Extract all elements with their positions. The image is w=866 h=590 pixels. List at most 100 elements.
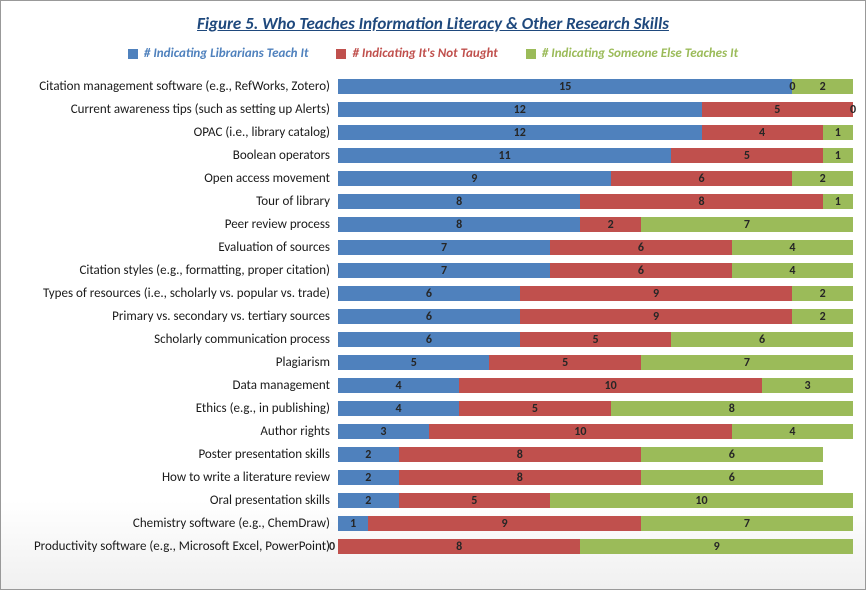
category-label: Evaluation of sources (13, 240, 338, 255)
bar-value: 8 (456, 218, 462, 232)
bar-segment-someone_else: 2 (792, 171, 853, 186)
bar-value: 12 (514, 126, 526, 140)
category-label: Citation styles (e.g., formatting, prope… (13, 263, 338, 278)
bar-segment-librarians: 7 (338, 240, 550, 255)
legend-item-someone-else: # Indicating Someone Else Teaches It (526, 46, 738, 61)
bar: 3104 (338, 424, 853, 439)
bar-value: 1 (835, 126, 841, 140)
bar-value: 6 (729, 471, 735, 485)
category-label: Plagiarism (13, 355, 338, 370)
bar: 4 103 (338, 378, 853, 393)
legend-label-not-taught: # Indicating It's Not Taught (352, 46, 497, 61)
bar-row: Plagiarism557 (13, 351, 853, 374)
bar-segment-not_taught: 9 (368, 516, 641, 531)
bar-segment-someone_else: 7 (641, 516, 853, 531)
bar-value: 2 (365, 448, 371, 462)
bar-segment-not_taught: 5 (520, 332, 671, 347)
bar-value: 8 (517, 471, 523, 485)
bar-row: OPAC (i.e., library catalog) 12 4 1 (13, 121, 853, 144)
bar-segment-not_taught: 8 (399, 470, 641, 485)
bar: 286 (338, 470, 853, 485)
bar-segment-librarians: 9 (338, 171, 611, 186)
category-label: Open access movement (13, 171, 338, 186)
bar-segment-not_taught: 10 (459, 378, 762, 393)
bar-value: 6 (638, 241, 644, 255)
bar: 1502 (338, 79, 853, 94)
category-label: OPAC (i.e., library catalog) (13, 125, 338, 140)
category-label: How to write a literature review (13, 470, 338, 485)
legend-label-librarians: # Indicating Librarians Teach It (144, 46, 309, 61)
bar: 692 (338, 286, 853, 301)
bar-segment-librarians: 4 (338, 378, 459, 393)
bar-segment-someone_else: 8 (611, 401, 853, 416)
bar-row: Chemistry software (e.g., ChemDraw)197 (13, 512, 853, 535)
bar-value: 3 (380, 425, 386, 439)
bar-value: 5 (592, 333, 598, 347)
bar-segment-someone_else: 4 (732, 263, 853, 278)
bar-segment-librarians: 5 (338, 355, 489, 370)
bar-row: Citation management software (e.g., RefW… (13, 75, 853, 98)
bar-segment-someone_else: 2 (792, 309, 853, 324)
bar: 692 (338, 309, 853, 324)
category-label: Peer review process (13, 217, 338, 232)
bar-value: 4 (759, 126, 765, 140)
bar-segment-not_taught: 9 (520, 309, 793, 324)
bar-segment-someone_else: 7 (641, 355, 853, 370)
bar-value: 4 (396, 379, 402, 393)
bar-segment-librarians: 12 (338, 102, 702, 117)
category-label: Oral presentation skills (13, 493, 338, 508)
bar-segment-someone_else: 4 (732, 240, 853, 255)
bar-segment-not_taught: 6 (550, 263, 732, 278)
bar: 557 (338, 355, 853, 370)
bar-segment-librarians: 4 (338, 401, 459, 416)
bar-value: 6 (759, 333, 765, 347)
bar-segment-not_taught: 5 (671, 148, 822, 163)
bar-value: 0 (329, 540, 335, 554)
chart-title: Figure 5. Who Teaches Information Litera… (13, 13, 853, 34)
bar-value: 8 (729, 402, 735, 416)
bar-value: 8 (456, 540, 462, 554)
bar-segment-not_taught: 5 (459, 401, 610, 416)
bar-value: 10 (695, 494, 707, 508)
bar-segment-librarians: 1 (338, 516, 368, 531)
bar-value: 0 (850, 103, 856, 117)
bar-value: 15 (559, 80, 571, 94)
category-label: Data management (13, 378, 338, 393)
bar-segment-someone_else: 6 (641, 470, 823, 485)
bar-value: 5 (774, 103, 780, 117)
bar-value: 6 (426, 287, 432, 301)
bar-row: Types of resources (i.e., scholarly vs. … (13, 282, 853, 305)
bar-value: 2 (820, 287, 826, 301)
category-label: Ethics (e.g., in publishing) (13, 401, 338, 416)
bar-segment-someone_else: 2 (792, 79, 853, 94)
bar-segment-librarians: 15 (338, 79, 792, 94)
bar-segment-someone_else: 1 (823, 194, 853, 209)
bar-value: 6 (638, 264, 644, 278)
bar-segment-not_taught: 4 (702, 125, 823, 140)
category-label: Poster presentation skills (13, 447, 338, 462)
bar-segment-librarians: 3 (338, 424, 429, 439)
category-label: Boolean operators (13, 148, 338, 163)
bar-value: 8 (517, 448, 523, 462)
bar-segment-librarians: 2 (338, 447, 399, 462)
bar-segment-someone_else: 3 (762, 378, 853, 393)
bar-segment-librarians: 6 (338, 332, 520, 347)
category-label: Tour of library (13, 194, 338, 209)
bar-value: 11 (499, 149, 511, 163)
category-label: Citation management software (e.g., RefW… (13, 79, 338, 94)
bar-value: 7 (441, 241, 447, 255)
bar-value: 9 (471, 172, 477, 186)
bar-segment-someone_else: 6 (671, 332, 853, 347)
bar-segment-someone_else: 4 (732, 424, 853, 439)
bar-segment-not_taught: 2 (580, 217, 641, 232)
bar-value: 7 (441, 264, 447, 278)
bar-segment-librarians: 2 (338, 493, 399, 508)
bar-row: Boolean operators1151 (13, 144, 853, 167)
bar-segment-librarians: 12 (338, 125, 702, 140)
bar-segment-not_taught: 5 (489, 355, 640, 370)
category-label: Types of resources (i.e., scholarly vs. … (13, 286, 338, 301)
bar: 962 (338, 171, 853, 186)
bar-value: 2 (820, 172, 826, 186)
bar-rows: Citation management software (e.g., RefW… (13, 75, 853, 558)
bar-value: 2 (608, 218, 614, 232)
